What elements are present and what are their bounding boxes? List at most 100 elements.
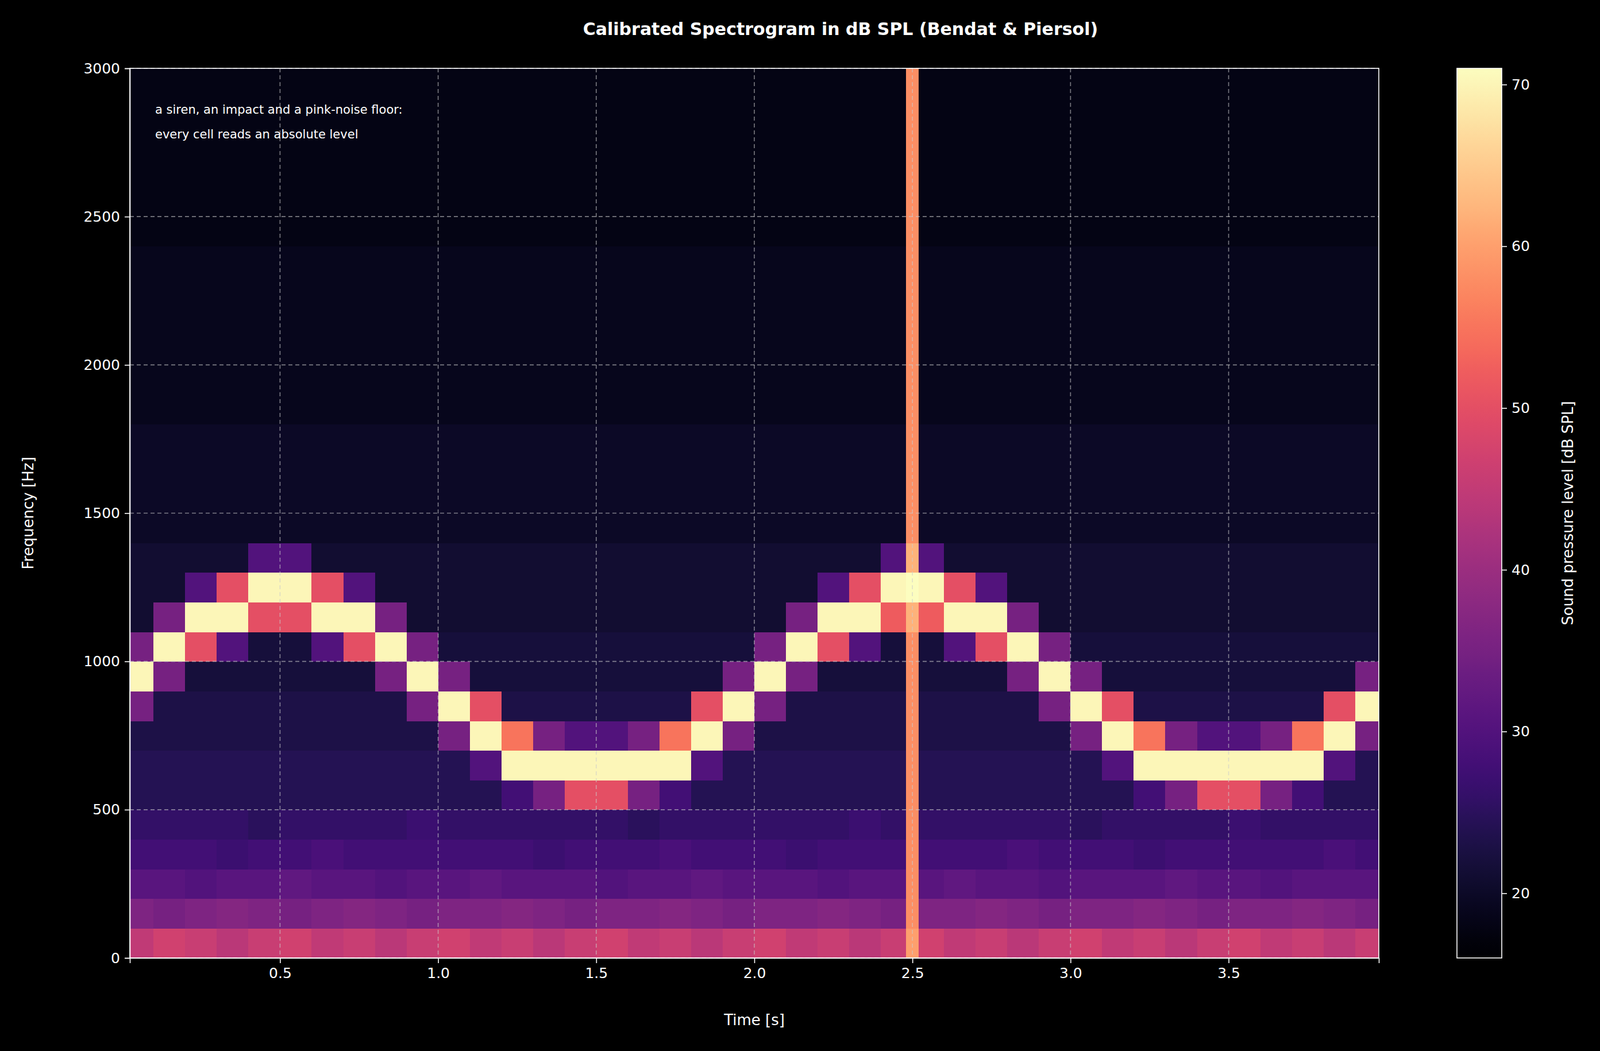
cell <box>564 335 597 366</box>
cell <box>659 839 692 870</box>
cell <box>153 928 186 959</box>
cell <box>1228 869 1262 900</box>
cell <box>469 187 503 218</box>
cell <box>1101 810 1135 840</box>
cell <box>438 305 471 336</box>
cell <box>943 364 977 395</box>
cell <box>691 513 724 544</box>
cell <box>343 68 376 99</box>
tick: 1.0 <box>426 958 450 982</box>
cell <box>754 631 787 662</box>
cell <box>817 216 850 247</box>
cell <box>1292 513 1325 544</box>
cell <box>469 305 503 336</box>
cell <box>1038 68 1071 99</box>
cell <box>880 899 907 929</box>
tick-mark <box>124 68 130 70</box>
cell <box>975 869 1008 900</box>
cell <box>1355 899 1379 929</box>
cell <box>1228 424 1262 455</box>
cell <box>279 839 312 870</box>
cell <box>722 869 755 900</box>
cell <box>1197 839 1230 870</box>
cell <box>849 899 882 929</box>
cell <box>785 246 819 277</box>
cell <box>943 721 977 751</box>
cell <box>849 187 882 218</box>
cell <box>1355 513 1379 544</box>
cell <box>564 721 597 751</box>
cell <box>880 483 907 514</box>
cell <box>1260 780 1293 811</box>
cell <box>1007 899 1040 929</box>
cell <box>311 631 344 662</box>
cell <box>1133 602 1166 632</box>
cell <box>216 453 249 484</box>
cell <box>501 661 534 692</box>
cell <box>343 780 376 811</box>
cell <box>129 513 154 544</box>
cell <box>1133 394 1166 425</box>
cell <box>153 750 186 781</box>
cell <box>406 721 439 751</box>
cell <box>533 157 566 188</box>
cell <box>375 275 408 306</box>
tick: 500 <box>92 801 130 819</box>
cell <box>129 483 154 514</box>
cell <box>184 750 218 781</box>
cell <box>438 364 471 395</box>
cell <box>1355 661 1379 692</box>
cell <box>1038 750 1071 781</box>
cell <box>1070 691 1103 722</box>
tick-label: 3.5 <box>1217 965 1241 982</box>
cell <box>1133 869 1166 900</box>
cell <box>849 542 882 573</box>
cell <box>1165 631 1198 662</box>
cell <box>1070 246 1103 277</box>
cell <box>975 572 1008 603</box>
cell <box>880 542 907 573</box>
cell <box>216 631 249 662</box>
cell <box>785 394 819 425</box>
cell <box>1292 780 1325 811</box>
cell <box>880 305 907 336</box>
cell <box>438 216 471 247</box>
cell <box>1007 483 1040 514</box>
cell <box>1355 928 1379 959</box>
cell <box>184 780 218 811</box>
cell <box>1292 691 1325 722</box>
cell <box>918 542 945 573</box>
cell <box>975 839 1008 870</box>
cell <box>501 691 534 722</box>
cell <box>975 246 1008 277</box>
cell <box>817 810 850 840</box>
cell <box>691 275 724 306</box>
cell <box>1070 187 1103 218</box>
cell <box>1228 187 1262 218</box>
cell <box>975 750 1008 781</box>
cell <box>1260 661 1293 692</box>
cell <box>943 216 977 247</box>
cell <box>1165 542 1198 573</box>
cell <box>438 335 471 366</box>
cell <box>438 631 471 662</box>
cell <box>184 542 218 573</box>
cell <box>406 631 439 662</box>
cell <box>406 542 439 573</box>
cell <box>1038 810 1071 840</box>
cell <box>1260 216 1293 247</box>
axis-line <box>130 958 1380 965</box>
cell <box>754 750 787 781</box>
cell <box>754 928 787 959</box>
cell <box>129 750 154 781</box>
cell <box>918 275 945 306</box>
cell <box>691 394 724 425</box>
cell <box>564 780 597 811</box>
cell <box>627 216 661 247</box>
cell <box>1355 394 1379 425</box>
cell <box>564 453 597 484</box>
cell <box>1133 542 1166 573</box>
cell <box>1292 839 1325 870</box>
cell <box>438 691 471 722</box>
cell <box>691 335 724 366</box>
